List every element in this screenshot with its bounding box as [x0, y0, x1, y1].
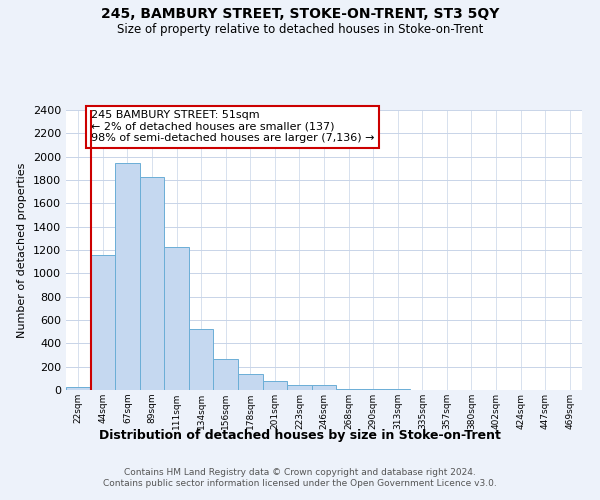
- Bar: [312, 386, 336, 390]
- Bar: [115, 162, 140, 390]
- Text: Contains HM Land Registry data © Crown copyright and database right 2024.
Contai: Contains HM Land Registry data © Crown c…: [103, 468, 497, 487]
- Bar: [361, 388, 385, 390]
- Bar: [91, 254, 115, 390]
- Bar: [238, 374, 263, 390]
- Bar: [214, 359, 238, 390]
- Bar: [66, 387, 91, 390]
- Text: Size of property relative to detached houses in Stoke-on-Trent: Size of property relative to detached ho…: [117, 22, 483, 36]
- Text: Distribution of detached houses by size in Stoke-on-Trent: Distribution of detached houses by size …: [99, 428, 501, 442]
- Y-axis label: Number of detached properties: Number of detached properties: [17, 162, 28, 338]
- Bar: [164, 247, 189, 390]
- Bar: [140, 176, 164, 390]
- Text: 245, BAMBURY STREET, STOKE-ON-TRENT, ST3 5QY: 245, BAMBURY STREET, STOKE-ON-TRENT, ST3…: [101, 8, 499, 22]
- Text: 245 BAMBURY STREET: 51sqm
← 2% of detached houses are smaller (137)
98% of semi-: 245 BAMBURY STREET: 51sqm ← 2% of detach…: [91, 110, 374, 143]
- Bar: [287, 385, 312, 390]
- Bar: [263, 381, 287, 390]
- Bar: [189, 329, 214, 390]
